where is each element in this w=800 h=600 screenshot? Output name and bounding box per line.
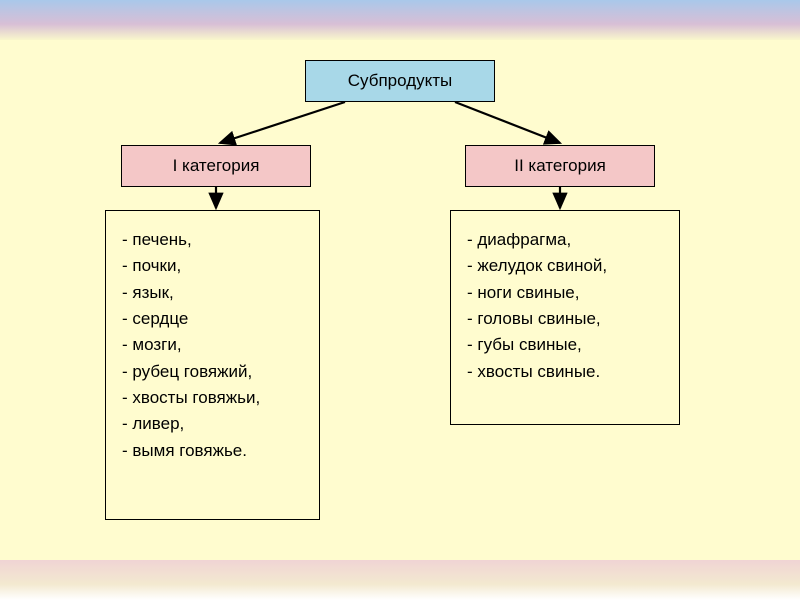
list-item: - ноги свиные,	[467, 280, 665, 306]
list-item: - диафрагма,	[467, 227, 665, 253]
list-item: - губы свиные,	[467, 332, 665, 358]
arrow	[455, 102, 560, 143]
list-item: - хвосты говяжьи,	[122, 385, 305, 411]
category-node-2: II категория	[465, 145, 655, 187]
list-item: - язык,	[122, 280, 305, 306]
list-item: - мозги,	[122, 332, 305, 358]
category-node-1: I категория	[121, 145, 311, 187]
page: Субпродукты I категория II категория - п…	[0, 0, 800, 600]
list-item: - сердце	[122, 306, 305, 332]
diagram-canvas: Субпродукты I категория II категория - п…	[0, 40, 800, 560]
list-item: - хвосты свиные.	[467, 359, 665, 385]
list-item: - желудок свиной,	[467, 253, 665, 279]
list-item: - ливер,	[122, 411, 305, 437]
arrow	[220, 102, 345, 143]
footer-gradient	[0, 560, 800, 600]
list-item: - рубец говяжий,	[122, 359, 305, 385]
category-1-items: - печень,- почки,- язык,- сердце- мозги,…	[105, 210, 320, 520]
category-2-items: - диафрагма,- желудок свиной,- ноги свин…	[450, 210, 680, 425]
list-item: - вымя говяжье.	[122, 438, 305, 464]
header-gradient	[0, 0, 800, 40]
list-item: - печень,	[122, 227, 305, 253]
list-item: - головы свиные,	[467, 306, 665, 332]
root-node: Субпродукты	[305, 60, 495, 102]
list-item: - почки,	[122, 253, 305, 279]
